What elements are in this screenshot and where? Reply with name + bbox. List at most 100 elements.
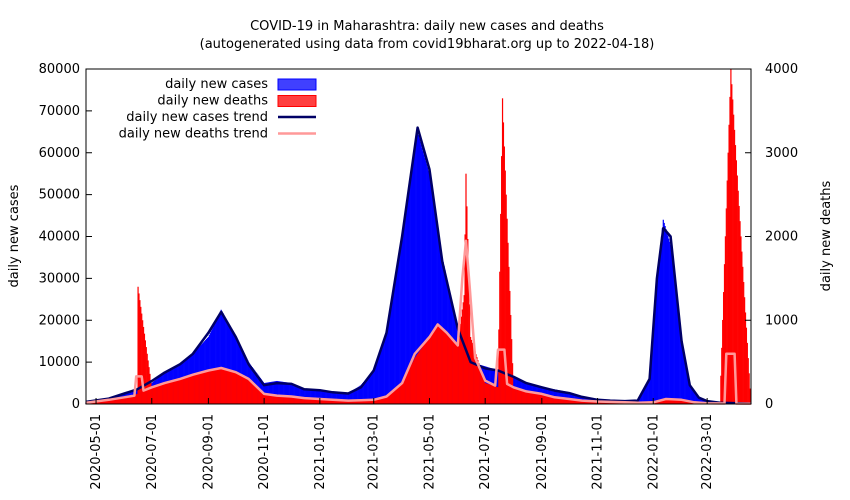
deaths-bar <box>382 397 384 404</box>
deaths-bar <box>127 396 129 404</box>
x-tick-label: 2022-03-01 <box>700 414 715 490</box>
cases-bar <box>406 199 409 404</box>
deaths-bar <box>134 394 136 404</box>
deaths-bar <box>168 381 170 404</box>
cases-bar <box>385 332 388 404</box>
cases-bar <box>318 389 320 404</box>
cases-bar <box>671 260 674 404</box>
deaths-bar <box>740 236 742 404</box>
deaths-bar <box>451 339 453 404</box>
deaths-bar <box>233 371 235 404</box>
deaths-bar <box>312 398 315 404</box>
cases-bar <box>298 386 300 404</box>
deaths-bar <box>348 400 350 404</box>
deaths-bar <box>232 371 234 404</box>
cases-bar <box>316 389 318 404</box>
deaths-bar <box>384 396 386 404</box>
deaths-bar <box>502 122 505 404</box>
cases-bar <box>360 385 362 404</box>
deaths-bar <box>367 399 369 404</box>
deaths-bar <box>351 400 353 404</box>
deaths-bar <box>586 400 589 404</box>
cases-bar <box>431 191 433 404</box>
deaths-bar <box>349 400 351 404</box>
deaths-bar <box>144 340 146 404</box>
cases-trend-line <box>85 126 752 405</box>
deaths-bar <box>113 398 115 404</box>
cases-bar <box>223 314 225 404</box>
deaths-bar <box>332 399 335 404</box>
deaths-bar <box>183 377 185 404</box>
cases-bar <box>685 365 687 404</box>
deaths-bar <box>399 384 401 404</box>
cases-bar <box>406 205 408 404</box>
cases-bar <box>363 380 366 404</box>
deaths-bar <box>468 271 470 404</box>
deaths-bar <box>471 342 474 404</box>
cases-bar <box>394 281 396 404</box>
cases-bar <box>684 360 686 404</box>
cases-bar <box>279 381 281 404</box>
deaths-bar <box>494 386 496 404</box>
deaths-bar <box>727 152 729 404</box>
cases-bar <box>330 391 332 404</box>
cases-bar <box>280 381 283 404</box>
cases-bar <box>225 318 227 404</box>
cases-bar <box>341 393 343 404</box>
deaths-bar <box>248 379 251 404</box>
deaths-bar <box>426 340 428 404</box>
deaths-bar <box>307 398 309 404</box>
deaths-bar <box>397 386 400 404</box>
deaths-bar <box>485 383 487 404</box>
deaths-bar <box>659 400 662 404</box>
cases-bar <box>372 371 374 404</box>
deaths-bar <box>437 325 440 404</box>
deaths-bar <box>140 306 142 404</box>
cases-bar <box>377 357 379 404</box>
deaths-bar <box>136 393 138 404</box>
deaths-bar <box>177 379 179 404</box>
deaths-bar <box>526 391 528 404</box>
deaths-bar <box>170 381 172 404</box>
deaths-bar <box>299 397 301 404</box>
deaths-bar <box>361 400 363 404</box>
deaths-bar <box>121 397 124 404</box>
deaths-bar <box>670 399 672 404</box>
cases-bar <box>697 396 699 404</box>
deaths-bar <box>370 399 372 404</box>
deaths-bar <box>204 371 206 404</box>
deaths-bar <box>595 401 597 404</box>
cases-bar <box>342 393 345 404</box>
deaths-bar <box>236 372 238 404</box>
cases-bar <box>693 391 695 404</box>
cases-bar <box>288 382 290 404</box>
deaths-bar <box>288 396 290 404</box>
deaths-bar <box>728 124 730 404</box>
cases-bar <box>364 379 367 404</box>
cases-bar <box>395 276 397 404</box>
deaths-bar <box>385 396 387 404</box>
deaths-bar <box>477 360 479 404</box>
deaths-bar <box>738 205 740 404</box>
cases-bar <box>308 389 310 404</box>
cases-bar <box>687 375 689 404</box>
deaths-bar <box>332 399 334 404</box>
cases-bar <box>366 377 368 404</box>
cases-bar <box>214 323 216 404</box>
deaths-bar <box>198 372 200 404</box>
cases-bar <box>420 144 422 404</box>
deaths-bar <box>368 399 370 404</box>
cases-bar <box>353 389 356 404</box>
deaths-bar <box>335 400 337 404</box>
deaths-bar <box>347 400 349 404</box>
deaths-bar <box>453 341 455 404</box>
cases-bar <box>402 230 404 404</box>
deaths-bar <box>730 69 732 404</box>
deaths-bar <box>258 388 260 404</box>
cases-bar <box>304 389 306 404</box>
cases-bar <box>220 309 222 404</box>
deaths-bar <box>336 400 338 404</box>
cases-bar <box>411 168 413 404</box>
deaths-bar <box>435 327 437 404</box>
